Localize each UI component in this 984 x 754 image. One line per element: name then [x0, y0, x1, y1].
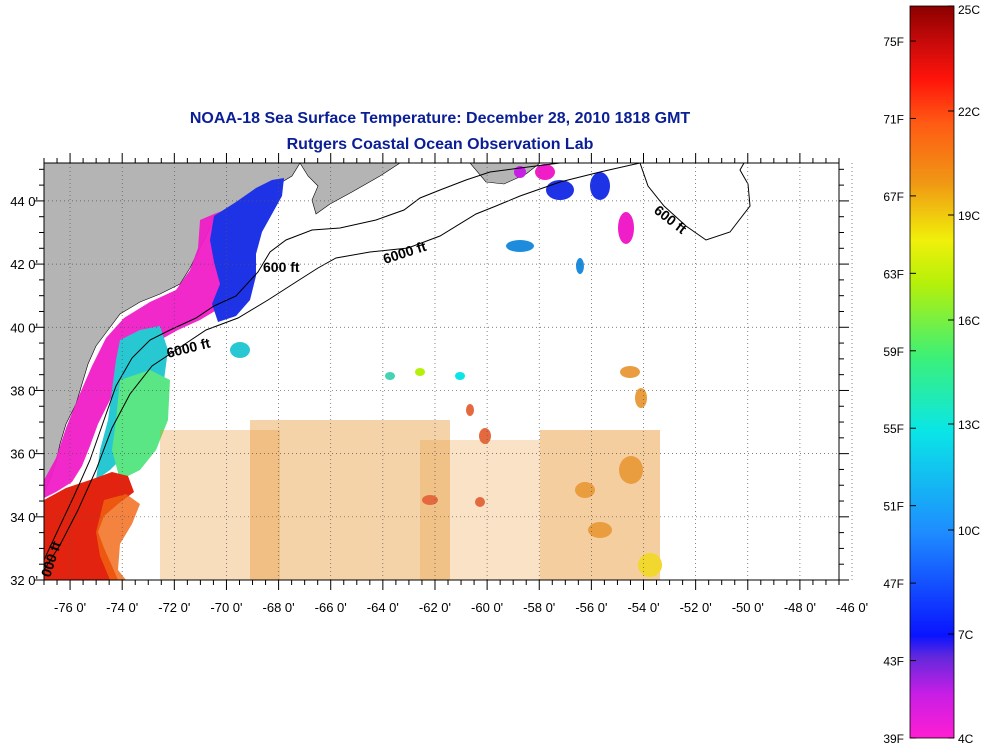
colorbar-f-label: 55F	[883, 422, 904, 436]
gulf-of-maine-water	[210, 178, 284, 322]
x-tick-label: -68 0'	[263, 600, 295, 615]
x-tick-label: -62 0'	[419, 600, 451, 615]
colorbar-f-label: 39F	[883, 732, 904, 746]
x-tick-label: -76 0'	[54, 600, 86, 615]
y-tick-label: 36 0'	[10, 447, 38, 462]
x-tick-label: -74 0'	[106, 600, 138, 615]
colorbar-c-label: 4C	[958, 732, 974, 746]
colorbar-f-label: 43F	[883, 655, 904, 669]
contour-600ft	[44, 163, 561, 561]
contour-6000ft	[44, 163, 641, 571]
x-tick-label: -72 0'	[158, 600, 190, 615]
y-tick-labels: 32 0' 34 0' 36 0' 38 0' 40 0' 42 0' 44 0'	[10, 194, 38, 588]
colorbar-ticks	[910, 5, 954, 739]
y-tick-label: 38 0'	[10, 383, 38, 398]
colorbar	[909, 5, 955, 739]
x-tick-label: -50 0'	[732, 600, 764, 615]
y-tick-label: 32 0'	[10, 573, 38, 588]
contour-label: 600 ft	[263, 259, 300, 275]
tick-marks	[34, 153, 849, 590]
x-tick-label: -60 0'	[471, 600, 503, 615]
y-tick-label: 34 0'	[10, 510, 38, 525]
colorbar-c-label: 22C	[958, 105, 980, 119]
gulf-stream-edge	[96, 494, 140, 580]
lat-lon-grid	[44, 163, 853, 581]
x-tick-label: -54 0'	[627, 600, 659, 615]
colorbar-fahrenheit-labels: 75F 71F 67F 63F 59F 55F 51F 47F 43F 39F	[883, 35, 904, 746]
colorbar-f-label: 67F	[883, 190, 904, 204]
x-tick-label: -58 0'	[523, 600, 555, 615]
y-tick-label: 40 0'	[10, 320, 38, 335]
x-tick-label: -56 0'	[575, 600, 607, 615]
colorbar-f-label: 47F	[883, 577, 904, 591]
contour-600ft-east	[639, 163, 751, 241]
colorbar-f-label: 59F	[883, 345, 904, 359]
colorbar-c-label: 13C	[958, 418, 980, 432]
colorbar-c-label: 7C	[958, 628, 974, 642]
colorbar-c-label: 16C	[958, 314, 980, 328]
colorbar-f-label: 51F	[883, 500, 904, 514]
map-title: NOAA-18 Sea Surface Temperature: Decembe…	[189, 110, 691, 127]
cold-shelf-water	[44, 188, 270, 498]
warm-sst-patches	[160, 366, 662, 580]
fragment-patches	[230, 164, 634, 380]
map-subtitle: Rutgers Coastal Ocean Observation Lab	[286, 136, 594, 153]
x-tick-label: -66 0'	[315, 600, 347, 615]
x-tick-labels: -76 0' -74 0' -72 0' -70 0' -68 0' -66 0' -64 …	[54, 600, 868, 615]
x-tick-label: -52 0'	[680, 600, 712, 615]
x-tick-label: -64 0'	[367, 600, 399, 615]
colorbar-c-label: 19C	[958, 209, 980, 223]
colorbar-c-label: 25C	[958, 3, 980, 17]
slope-water	[112, 370, 170, 480]
colorbar-celsius-labels: 25C 22C 19C 16C 13C 10C 7C 4C	[958, 3, 980, 746]
x-tick-label: -46 0'	[836, 600, 868, 615]
colorbar-c-label: 10C	[958, 524, 980, 538]
plot-frame	[43, 162, 840, 581]
y-tick-label: 42 0'	[10, 257, 38, 272]
y-tick-label: 44 0'	[10, 194, 38, 209]
x-tick-label: -48 0'	[784, 600, 816, 615]
colorbar-f-label: 75F	[883, 35, 904, 49]
colorbar-f-label: 63F	[883, 267, 904, 281]
x-tick-label: -70 0'	[210, 600, 242, 615]
colorbar-f-label: 71F	[883, 112, 904, 126]
